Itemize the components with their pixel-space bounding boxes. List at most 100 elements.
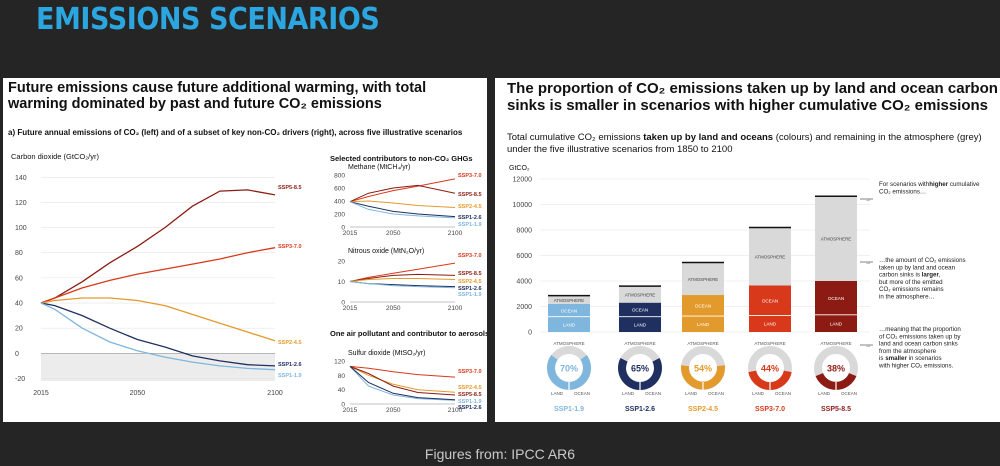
- donut-label-land: LAND: [818, 391, 831, 396]
- co2-label-ssp1-1.9: SSP1-1.9: [278, 373, 302, 379]
- methane-xtick-label: 2050: [386, 230, 401, 237]
- segment-label-atmosphere: ATMOSPHERE: [554, 298, 584, 303]
- so2-line-ssp3-7.0: [349, 365, 456, 378]
- bar-atmosphere-ssp2-4.5: [682, 262, 724, 296]
- n2o-xtick-label: 2050: [386, 305, 401, 312]
- segment-label-ocean: OCEAN: [632, 308, 648, 313]
- cumulative-ytick-label: 6000: [516, 253, 532, 260]
- figure-source: Figures from: IPCC AR6: [424, 446, 576, 462]
- bar-land-ssp1-1.9: [548, 316, 590, 332]
- donut-label-ocean: OCEAN: [841, 391, 857, 396]
- left-panel-title: Future emissions cause future additional…: [8, 80, 427, 112]
- methane-ytick-label: 0: [341, 225, 345, 232]
- left-panel: Future emissions cause future additional…: [3, 78, 487, 422]
- methane-xtick-label: 2015: [343, 230, 358, 237]
- so2-ylabel: Sulfur dioxide (MtSO₂/yr): [348, 350, 425, 357]
- nonco2-header: Selected contributors to non-CO₂ GHGs: [330, 154, 473, 163]
- methane-ylabel: Methane (MtCH₄/yr): [348, 164, 410, 171]
- co2-ytick-label: 100: [15, 225, 27, 232]
- cumulative-ytick-label: 8000: [516, 228, 532, 235]
- so2-ytick-label: 80: [338, 373, 346, 380]
- donut-label-land: LAND: [622, 391, 635, 396]
- n2o-ylabel: Nitrous oxide (MtN₂O/yr): [348, 248, 424, 255]
- methane-xtick-label: 2100: [448, 230, 463, 237]
- co2-label-ssp1-2.6: SSP1-2.6: [278, 362, 302, 368]
- so2-xtick-label: 2050: [386, 407, 401, 414]
- co2-label-ssp5-8.5: SSP5-8.5: [278, 185, 302, 191]
- so2-line-ssp5-8.5: [349, 365, 456, 396]
- methane-line-ssp1-1.9: [349, 201, 456, 219]
- methane-label-ssp3-7.0: SSP3-7.0: [458, 173, 482, 179]
- n2o-line-ssp1-1.9: [349, 281, 456, 289]
- cumulative-ytick-label: 4000: [516, 279, 532, 286]
- annotation-text-2: …the amount of CO₂ emissions taken up by …: [879, 257, 966, 301]
- bar-ocean-ssp2-4.5: [682, 295, 724, 317]
- donut-label-land: LAND: [752, 391, 765, 396]
- n2o-line-ssp2-4.5: [349, 278, 456, 282]
- co2-ytick-label: 20: [15, 326, 23, 333]
- methane-label-ssp1-1.9: SSP1-1.9: [458, 222, 482, 228]
- co2-xtick-label: 2015: [33, 390, 49, 397]
- so2-label-ssp1-1.9: SSP1-1.9: [458, 399, 482, 405]
- bar-atmosphere-ssp1-2.6: [619, 286, 661, 303]
- co2-line-ssp3-7.0: [40, 247, 276, 304]
- donut-label-ocean: OCEAN: [645, 391, 661, 396]
- so2-label-ssp2-4.5: SSP2-4.5: [458, 385, 482, 391]
- co2-ytick-label: 80: [15, 250, 23, 257]
- n2o-label-ssp1-2.6: SSP1-2.6: [458, 286, 482, 292]
- aerosol-header: One air pollutant and contributor to aer…: [330, 329, 487, 338]
- methane-label-ssp5-8.5: SSP5-8.5: [458, 192, 482, 198]
- so2-label-ssp1-2.6: SSP1-2.6: [458, 405, 482, 411]
- methane-line-ssp3-7.0: [349, 178, 456, 203]
- donut-label-atmosphere: ATMOSPHERE: [820, 341, 851, 346]
- cumulative-chart: GtCO₂ 0 2000 4000 6000 8000 10000 12000 LAND OCEA…: [509, 165, 980, 413]
- so2-label-ssp3-7.0: SSP3-7.0: [458, 369, 482, 375]
- donut-label-atmosphere: ATMOSPHERE: [687, 341, 718, 346]
- co2-ytick-label: 140: [15, 175, 27, 182]
- so2-line-ssp1-2.6: [349, 366, 456, 401]
- methane-line-ssp2-4.5: [349, 200, 456, 208]
- segment-label-ocean: OCEAN: [762, 298, 778, 303]
- so2-line-ssp1-1.9: [349, 366, 456, 401]
- n2o-label-ssp1-1.9: SSP1-1.9: [458, 292, 482, 298]
- so2-ytick-label: 40: [338, 387, 346, 394]
- annotation-text-3: …meaning that the proportion of CO₂ emiss…: [878, 326, 961, 370]
- co2-line-ssp5-8.5: [40, 189, 276, 304]
- annotation-arrow: →: [865, 260, 871, 266]
- n2o-line-ssp5-8.5: [349, 273, 456, 282]
- so2-xtick-label: 2100: [448, 407, 463, 414]
- cumulative-ytick-label: 10000: [513, 202, 533, 209]
- n2o-xtick-label: 2100: [448, 305, 463, 312]
- donut-label-atmosphere: ATMOSPHERE: [754, 341, 785, 346]
- segment-label-ocean: OCEAN: [828, 296, 844, 301]
- category-label-ssp1-2.6: SSP1-2.6: [625, 406, 655, 413]
- subtitle-pre: Total cumulative CO₂ emissions: [507, 132, 644, 143]
- co2-line-ssp2-4.5: [40, 297, 276, 342]
- right-panel: The proportion of CO₂ emissions taken up…: [495, 78, 1000, 422]
- co2-xtick-label: 2100: [267, 390, 283, 397]
- co2-ylabel: Carbon dioxide (GtCO₂/yr): [11, 152, 99, 161]
- methane-ytick-label: 600: [334, 186, 345, 193]
- category-label-ssp3-7.0: SSP3-7.0: [755, 406, 785, 413]
- cumulative-ytick-label: 0: [528, 330, 532, 337]
- subtitle-post: (colours) and remaining in the atmospher…: [507, 132, 982, 155]
- donut-label-atmosphere: ATMOSPHERE: [624, 341, 655, 346]
- bar-ocean-ssp1-2.6: [619, 302, 661, 317]
- n2o-label-ssp3-7.0: SSP3-7.0: [458, 253, 482, 259]
- cumulative-ylabel: GtCO₂: [509, 165, 530, 172]
- donut-percent-ssp3-7.0: 44%: [761, 364, 779, 374]
- donut-label-land: LAND: [551, 391, 564, 396]
- donut-percent-ssp1-1.9: 70%: [560, 364, 578, 374]
- slide-title: EMISSIONS SCENARIOS: [36, 2, 380, 37]
- co2-ytick-label: -20: [15, 376, 25, 383]
- so2-ytick-label: 0: [341, 402, 345, 409]
- methane-ytick-label: 800: [334, 173, 345, 180]
- annotation-arrow: →: [865, 197, 871, 203]
- so2-label-ssp5-8.5: SSP5-8.5: [458, 392, 482, 398]
- bar-ocean-ssp3-7.0: [749, 285, 791, 316]
- methane-ytick-label: 400: [334, 199, 345, 206]
- bar-atmosphere-ssp5-8.5: [815, 196, 857, 281]
- n2o-xtick-label: 2015: [343, 305, 358, 312]
- bar-land-ssp5-8.5: [815, 314, 857, 332]
- segment-label-atmosphere: ATMOSPHERE: [755, 254, 785, 259]
